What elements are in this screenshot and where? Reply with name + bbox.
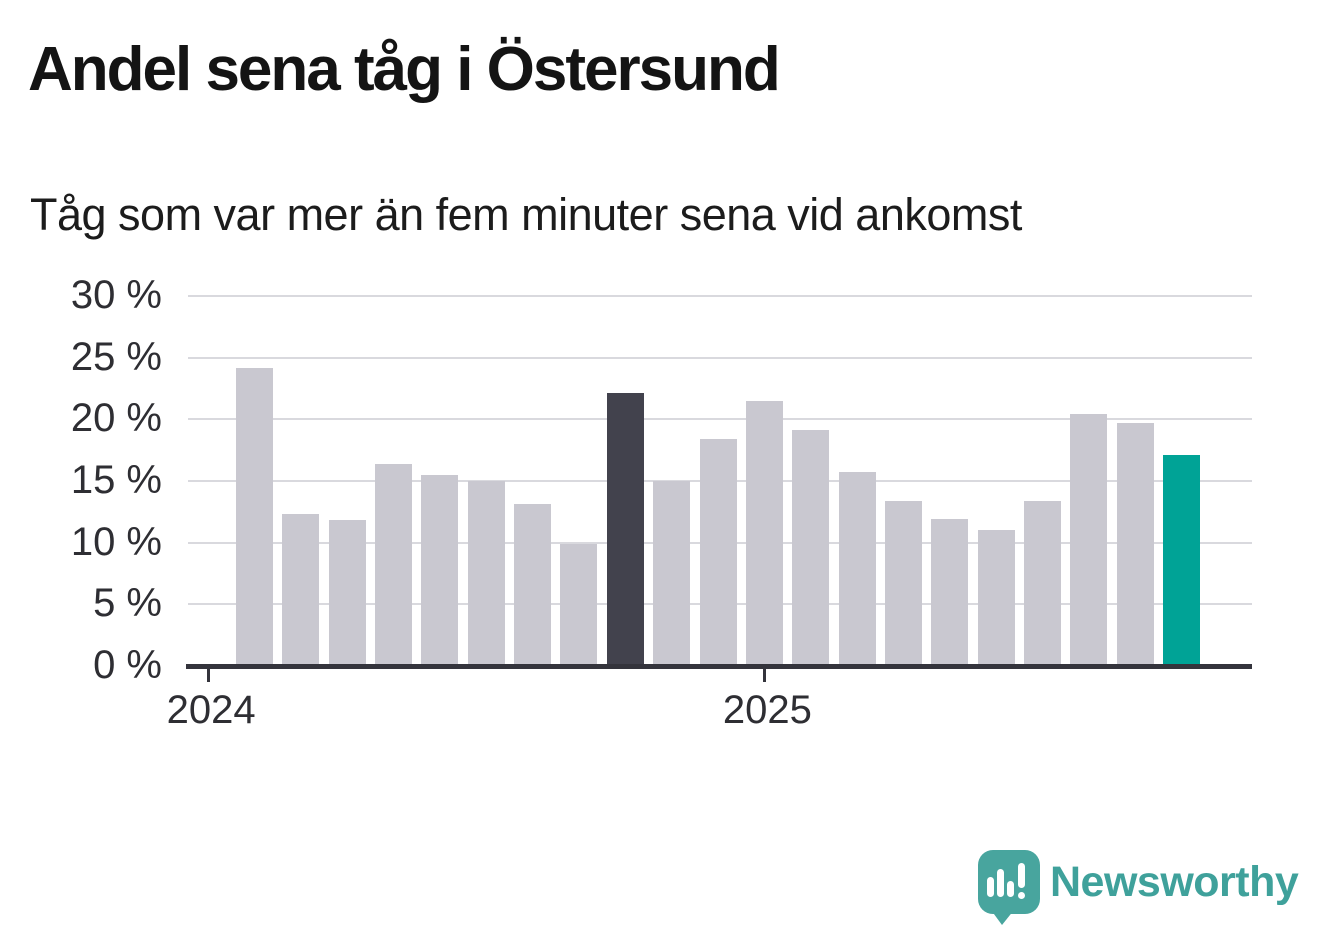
y-axis-tick-label: 20 % [70,396,162,441]
x-axis-line [186,664,1252,669]
newsworthy-logo: Newsworthy [978,842,1299,925]
bar-2024-02 [236,367,273,666]
newsworthy-wordmark: Newsworthy [1050,857,1299,906]
bar-chart-speech-bubble-icon [978,850,1040,925]
bar-2024-09 [560,543,598,666]
bar-2025-09 [1116,423,1154,666]
bar-2024-04 [328,520,366,666]
bar-2024-05 [375,463,413,666]
bar-2024-10 [606,393,644,666]
bar-2025-05 [931,519,969,666]
bar-2025-06 [977,530,1015,666]
bar-2024-03 [282,514,320,666]
y-axis-tick-label: 15 % [70,458,162,502]
bar-2024-08 [514,504,552,666]
chart-title: Andel sena tåg i Östersund [28,35,781,104]
bar-2025-03 [838,472,876,666]
y-axis-tick-label: 0 % [93,643,162,687]
x-axis-year-label: 2024 [166,688,256,732]
bar-2025-01 [745,400,783,666]
x-axis-tick [762,669,766,682]
bar-2025-02 [792,430,830,666]
gridline-20 [188,418,1252,421]
bar-2024-06 [421,474,459,666]
bar-2025-04 [884,500,922,666]
x-axis-year-label: 2025 [722,688,812,732]
y-axis-tick-label: 10 % [70,519,162,564]
gridline-30 [188,295,1252,297]
bar-2025-10 [1163,455,1200,666]
y-axis-tick-label: 25 % [70,334,162,379]
bar-2024-12 [699,439,737,666]
y-axis-tick-label: 5 % [93,581,162,626]
y-axis-tick-label: 30 % [70,273,162,317]
bar-2024-07 [467,481,505,666]
bar-2025-08 [1070,414,1108,666]
gridline-25 [188,356,1252,359]
bar-2024-11 [653,481,691,666]
x-axis-tick [206,669,210,682]
bar-2025-07 [1023,500,1061,666]
chart-subtitle: Tåg som var mer än fem minuter sena vid … [30,189,1022,240]
